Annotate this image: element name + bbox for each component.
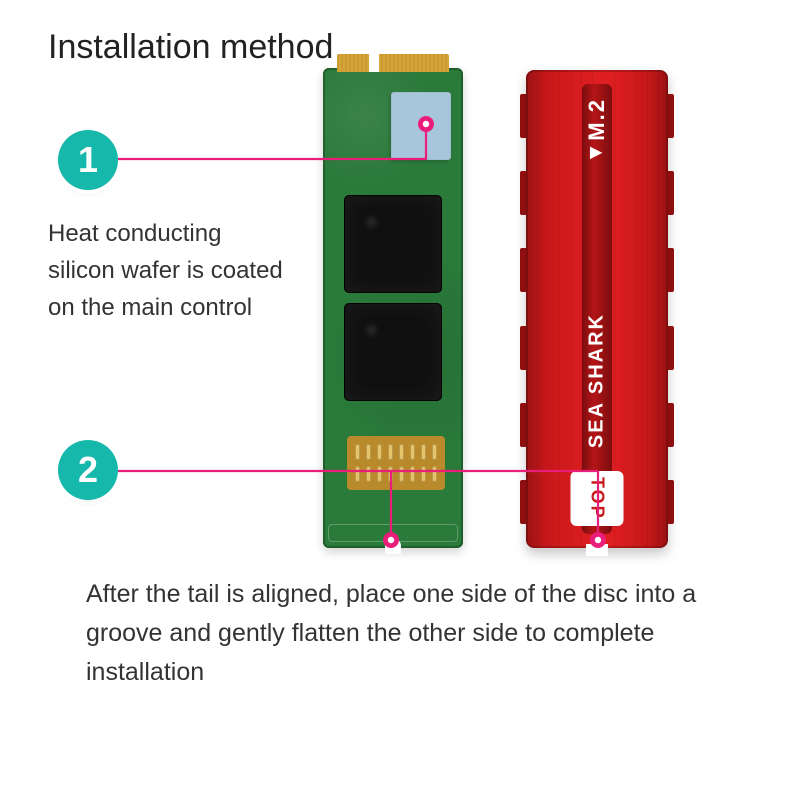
heatsink-label-m2: M.2 bbox=[584, 98, 610, 163]
step-1-text: Heat conducting silicon wafer is coated … bbox=[48, 215, 293, 327]
heatsink-mount-notch bbox=[586, 544, 608, 556]
ssd-nand-chip-2 bbox=[345, 304, 441, 400]
ssd-key-notch bbox=[369, 54, 379, 72]
heatsink-fins-left bbox=[520, 94, 526, 524]
step-badge-2: 2 bbox=[58, 440, 118, 500]
ssd-nand-chip-1 bbox=[345, 196, 441, 292]
page-title: Installation method bbox=[48, 28, 333, 67]
ssd-pcb bbox=[323, 68, 463, 548]
ssd-mount-notch bbox=[385, 538, 401, 554]
heatsink-fins-right bbox=[668, 94, 674, 524]
ssd-gold-pad-array bbox=[347, 436, 445, 490]
step-2-text: After the tail is aligned, place one sid… bbox=[86, 575, 746, 691]
heatsink: M.2 SEA SHARK TOP bbox=[526, 70, 668, 548]
ssd-edge-connector bbox=[337, 54, 449, 72]
heatsink-label-brand: SEA SHARK bbox=[586, 313, 609, 448]
heatsink-label-top: TOP bbox=[571, 471, 624, 526]
step-badge-1: 1 bbox=[58, 130, 118, 190]
ssd-thermal-pad bbox=[391, 92, 451, 160]
